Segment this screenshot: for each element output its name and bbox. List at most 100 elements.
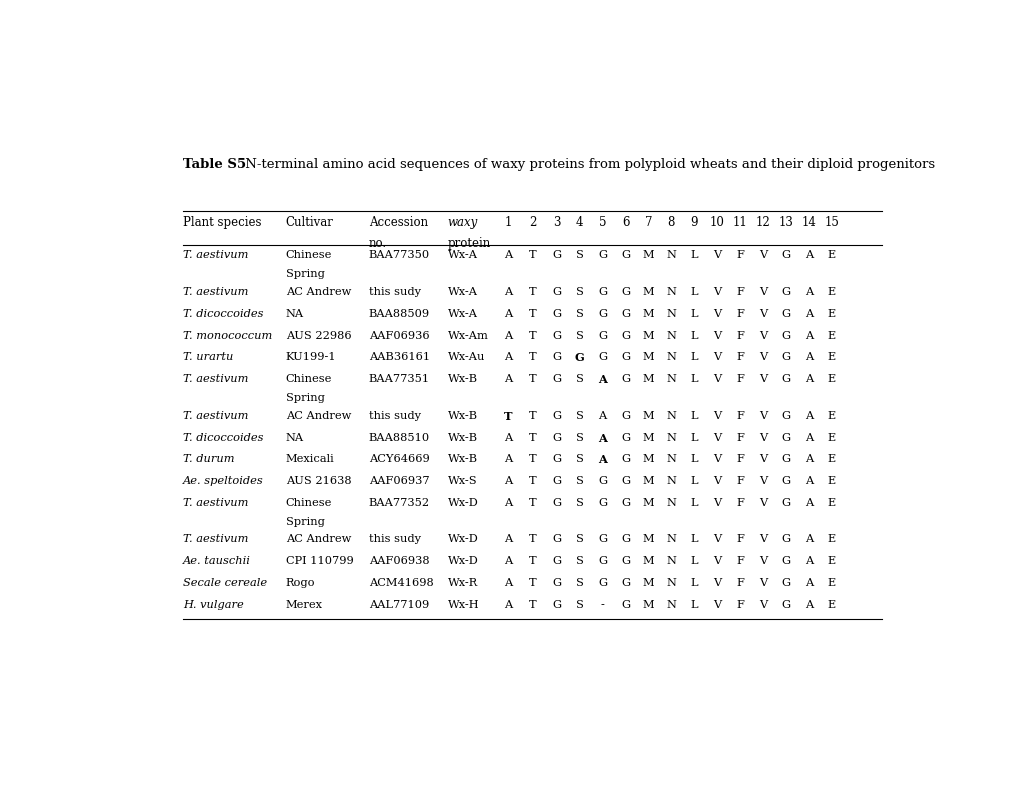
Text: NA: NA [285, 309, 304, 319]
Text: G: G [781, 433, 790, 443]
Text: 9: 9 [690, 216, 697, 229]
Text: T. urartu: T. urartu [182, 352, 233, 362]
Text: G: G [597, 309, 606, 319]
Text: G: G [597, 352, 606, 362]
Text: Wx-S: Wx-S [447, 476, 477, 486]
Text: M: M [642, 309, 653, 319]
Text: A: A [504, 309, 513, 319]
Text: Ae. speltoides: Ae. speltoides [182, 476, 263, 486]
Text: F: F [736, 498, 743, 508]
Text: G: G [781, 600, 790, 610]
Text: Wx-A: Wx-A [447, 287, 477, 297]
Text: N: N [665, 476, 676, 486]
Text: G: G [597, 287, 606, 297]
Text: A: A [804, 309, 812, 319]
Text: M: M [642, 331, 653, 340]
Text: A: A [598, 411, 606, 421]
Text: A: A [804, 331, 812, 340]
Text: M: M [642, 578, 653, 588]
Text: G: G [621, 331, 630, 340]
Text: G: G [781, 578, 790, 588]
Text: E: E [827, 455, 836, 464]
Text: G: G [621, 374, 630, 385]
Text: F: F [736, 331, 743, 340]
Text: T: T [529, 287, 536, 297]
Text: T: T [529, 251, 536, 261]
Text: L: L [690, 455, 697, 464]
Text: T. dicoccoides: T. dicoccoides [182, 433, 263, 443]
Text: T: T [529, 455, 536, 464]
Text: G: G [551, 331, 560, 340]
Text: A: A [504, 331, 513, 340]
Text: NA: NA [285, 433, 304, 443]
Text: protein: protein [447, 237, 490, 250]
Text: G: G [551, 352, 560, 362]
Text: N: N [665, 352, 676, 362]
Text: AAF06936: AAF06936 [368, 331, 429, 340]
Text: G: G [597, 498, 606, 508]
Text: G: G [621, 498, 630, 508]
Text: V: V [758, 352, 766, 362]
Text: L: L [690, 411, 697, 421]
Text: Wx-R: Wx-R [447, 578, 478, 588]
Text: E: E [827, 556, 836, 567]
Text: A: A [804, 287, 812, 297]
Text: T. durum: T. durum [182, 455, 234, 464]
Text: V: V [712, 287, 720, 297]
Text: F: F [736, 287, 743, 297]
Text: A: A [804, 476, 812, 486]
Text: N: N [665, 331, 676, 340]
Text: N: N [665, 309, 676, 319]
Text: V: V [712, 309, 720, 319]
Text: G: G [621, 534, 630, 545]
Text: E: E [827, 534, 836, 545]
Text: M: M [642, 433, 653, 443]
Text: E: E [827, 433, 836, 443]
Text: Wx-D: Wx-D [447, 556, 478, 567]
Text: M: M [642, 498, 653, 508]
Text: G: G [621, 455, 630, 464]
Text: A: A [504, 251, 513, 261]
Text: V: V [758, 374, 766, 385]
Text: M: M [642, 600, 653, 610]
Text: Wx-Au: Wx-Au [447, 352, 485, 362]
Text: 2: 2 [529, 216, 536, 229]
Text: V: V [758, 287, 766, 297]
Text: T: T [529, 498, 536, 508]
Text: Spring: Spring [285, 393, 324, 403]
Text: M: M [642, 534, 653, 545]
Text: E: E [827, 476, 836, 486]
Text: H. vulgare: H. vulgare [182, 600, 244, 610]
Text: Wx-A: Wx-A [447, 251, 477, 261]
Text: L: L [690, 309, 697, 319]
Text: ACY64669: ACY64669 [368, 455, 429, 464]
Text: G: G [597, 331, 606, 340]
Text: E: E [827, 287, 836, 297]
Text: V: V [712, 600, 720, 610]
Text: L: L [690, 352, 697, 362]
Text: A: A [804, 411, 812, 421]
Text: G: G [551, 411, 560, 421]
Text: T: T [529, 556, 536, 567]
Text: Wx-D: Wx-D [447, 498, 478, 508]
Text: G: G [551, 476, 560, 486]
Text: A: A [504, 534, 513, 545]
Text: E: E [827, 411, 836, 421]
Text: A: A [804, 578, 812, 588]
Text: V: V [758, 331, 766, 340]
Text: T: T [529, 433, 536, 443]
Text: S: S [575, 556, 583, 567]
Text: V: V [758, 534, 766, 545]
Text: Rogo: Rogo [285, 578, 315, 588]
Text: T: T [503, 411, 513, 422]
Text: E: E [827, 331, 836, 340]
Text: G: G [621, 476, 630, 486]
Text: M: M [642, 455, 653, 464]
Text: A: A [504, 578, 513, 588]
Text: 7: 7 [644, 216, 651, 229]
Text: M: M [642, 411, 653, 421]
Text: G: G [551, 287, 560, 297]
Text: A: A [804, 455, 812, 464]
Text: V: V [712, 498, 720, 508]
Text: G: G [551, 578, 560, 588]
